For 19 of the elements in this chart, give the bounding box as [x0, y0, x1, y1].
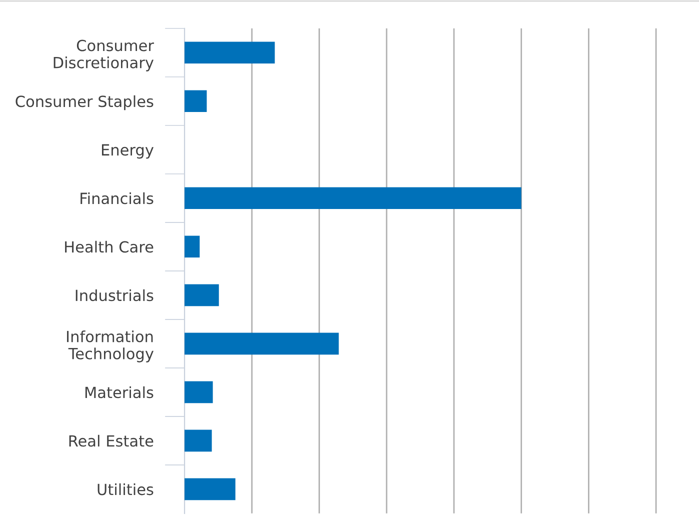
- bar: [184, 187, 522, 210]
- y-tick-label: Industrials: [76, 289, 154, 302]
- y-tick-label: Materials: [85, 386, 154, 398]
- bar: [184, 42, 275, 64]
- y-tick-label: Information Technology: [67, 330, 154, 362]
- bar: [184, 236, 200, 258]
- bar: [184, 332, 339, 355]
- y-tick-label: Consumer Discretionary: [54, 40, 154, 72]
- bar: [184, 478, 236, 500]
- bar: [184, 90, 207, 112]
- y-tick-label: Financials: [80, 192, 154, 204]
- bar: [184, 430, 212, 452]
- y-tick-label: Real Estate: [69, 434, 154, 447]
- y-tick-label: Health Care: [65, 240, 154, 253]
- y-tick-label: Energy: [102, 144, 154, 159]
- y-tick-label: Consumer Staples: [16, 95, 154, 110]
- y-tick-label: Utilities: [98, 483, 154, 496]
- bar: [184, 284, 219, 306]
- bar: [184, 381, 213, 404]
